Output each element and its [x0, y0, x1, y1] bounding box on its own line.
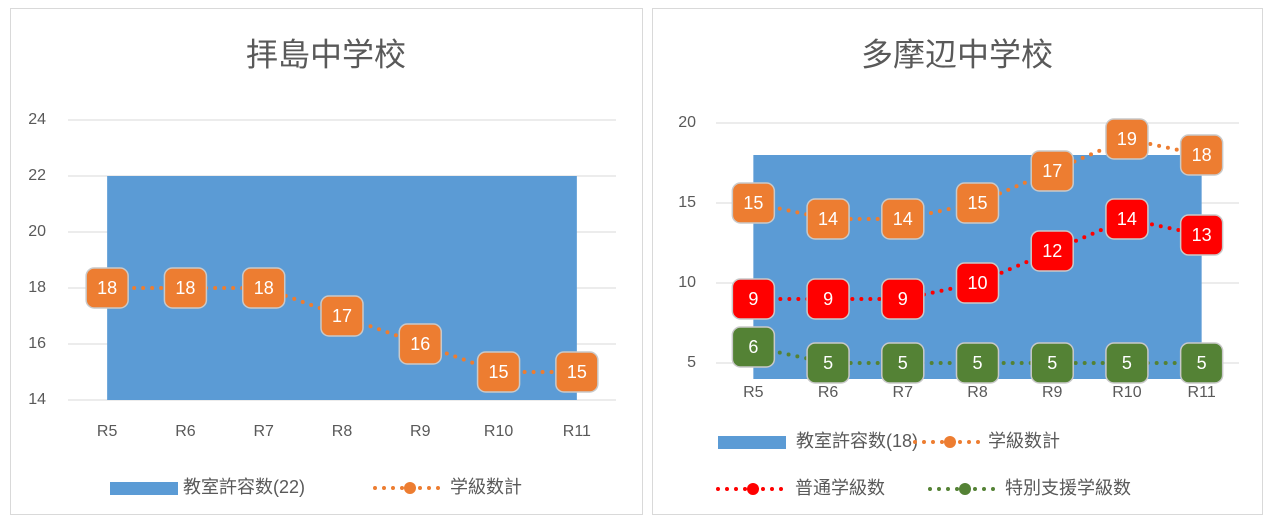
data-label: 17 [332, 306, 352, 326]
data-label: 16 [410, 334, 430, 354]
data-label: 5 [1047, 353, 1057, 373]
legend-label: 教室許容数(22) [183, 477, 305, 497]
x-tick-label: R5 [97, 423, 118, 440]
data-label-box [398, 323, 443, 365]
data-label-box [1179, 342, 1224, 384]
data-label-box [1179, 134, 1224, 176]
data-label: 18 [175, 278, 195, 298]
y-tick-label: 14 [28, 391, 46, 408]
x-tick-label: R10 [484, 423, 513, 440]
x-tick-label: R9 [410, 423, 431, 440]
data-label: 18 [97, 278, 117, 298]
x-tick-label: R9 [1042, 384, 1063, 401]
data-label: 6 [748, 337, 758, 357]
data-label: 18 [254, 278, 274, 298]
data-label-box [881, 342, 925, 384]
y-tick-label: 10 [678, 274, 696, 291]
data-label: 14 [1117, 209, 1137, 229]
data-label-box [320, 295, 364, 337]
x-tick-label: R6 [175, 423, 196, 440]
y-tick-label: 15 [678, 194, 696, 211]
data-label-box [806, 198, 850, 240]
data-label-box [476, 351, 521, 393]
data-label-box [1105, 118, 1149, 160]
data-label-box [881, 278, 925, 320]
data-label-box [1030, 230, 1074, 272]
y-tick-label: 18 [28, 279, 46, 296]
data-label: 15 [967, 193, 987, 213]
data-label: 5 [1122, 353, 1132, 373]
y-tick-label: 24 [28, 111, 46, 128]
data-label-box [806, 278, 850, 320]
x-tick-label: R8 [332, 423, 353, 440]
data-label: 5 [1197, 353, 1207, 373]
data-label-box [955, 182, 1000, 224]
data-label-box [881, 198, 925, 240]
legend-label: 特別支援学級数 [1005, 478, 1131, 498]
legend-marker [944, 436, 956, 448]
legend-swatch [718, 436, 786, 449]
data-label-box [1179, 214, 1224, 256]
data-label-box [241, 267, 286, 309]
data-label-box [1030, 342, 1074, 384]
legend-label: 学級数計 [988, 431, 1060, 451]
x-tick-label: R6 [818, 384, 839, 401]
data-label: 9 [748, 289, 758, 309]
x-tick-label: R10 [1112, 384, 1141, 401]
data-label-box [806, 342, 850, 384]
data-label-box [1030, 150, 1074, 192]
legend-marker [959, 483, 971, 495]
data-label-box [1105, 198, 1149, 240]
data-label: 12 [1042, 241, 1062, 261]
legend-label: 教室許容数(18) [796, 431, 918, 451]
data-label: 17 [1042, 161, 1062, 181]
legend-label: 学級数計 [450, 477, 522, 497]
data-label: 5 [972, 353, 982, 373]
legend-marker [747, 483, 759, 495]
data-label: 19 [1117, 129, 1137, 149]
data-label: 9 [898, 289, 908, 309]
data-label-box [85, 267, 129, 309]
data-label: 14 [818, 209, 838, 229]
data-label-box [955, 342, 1000, 384]
y-tick-label: 16 [28, 335, 46, 352]
data-label: 15 [743, 193, 763, 213]
data-label-box [163, 267, 208, 309]
data-label: 5 [898, 353, 908, 373]
legend-swatch [110, 482, 178, 495]
data-label: 9 [823, 289, 833, 309]
y-tick-label: 22 [28, 167, 46, 184]
data-label-box [731, 182, 776, 224]
x-tick-label: R5 [743, 384, 764, 401]
chart-title: 拝島中学校 [246, 36, 406, 72]
data-label: 15 [489, 362, 509, 382]
legend-marker [404, 482, 416, 494]
y-tick-label: 20 [678, 114, 696, 131]
data-label: 14 [893, 209, 913, 229]
data-label: 10 [967, 273, 987, 293]
legend-label: 普通学級数 [795, 478, 885, 498]
data-label: 13 [1192, 225, 1212, 245]
data-label-box [1105, 342, 1149, 384]
data-label: 5 [823, 353, 833, 373]
x-tick-label: R11 [563, 423, 591, 440]
chart-title: 多摩辺中学校 [861, 36, 1053, 72]
data-label: 15 [567, 362, 587, 382]
x-tick-label: R8 [967, 384, 988, 401]
y-tick-label: 5 [687, 354, 696, 371]
data-label-box [731, 326, 776, 368]
data-label: 18 [1192, 145, 1212, 165]
data-label-box [555, 351, 599, 393]
data-label-box [731, 278, 776, 320]
x-tick-label: R11 [1188, 384, 1216, 401]
x-tick-label: R7 [253, 423, 274, 440]
x-tick-label: R7 [893, 384, 914, 401]
data-label-box [955, 262, 1000, 304]
area [107, 176, 577, 400]
y-tick-label: 20 [28, 223, 46, 240]
